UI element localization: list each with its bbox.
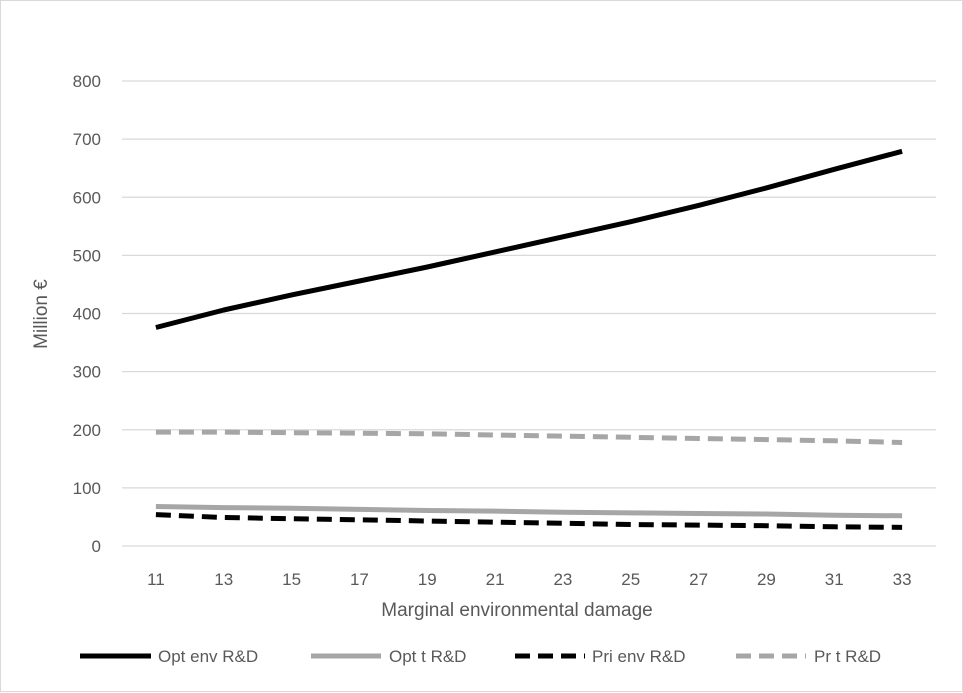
- y-tick-label: 100: [73, 479, 101, 498]
- y-tick-label: 800: [73, 72, 101, 91]
- gridlines: [122, 80, 936, 547]
- x-tick-label: 21: [486, 570, 505, 589]
- legend-label: Pri env R&D: [592, 647, 686, 666]
- x-axis-title: Marginal environmental damage: [381, 600, 652, 621]
- x-tick-label: 31: [825, 570, 844, 589]
- y-tick-label: 200: [73, 421, 101, 440]
- series-line-pr-t-r-d: [155, 429, 903, 445]
- legend-label: Opt t R&D: [389, 647, 466, 666]
- x-tick-label: 11: [147, 570, 165, 589]
- series-line-pri-env-r-d: [155, 512, 903, 530]
- legend-label: Opt env R&D: [158, 647, 258, 666]
- series-lines: [155, 148, 903, 530]
- x-tick-label: 27: [689, 570, 708, 589]
- x-tick-label: 25: [621, 570, 640, 589]
- x-tick-label: 17: [350, 570, 369, 589]
- legend: Opt env R&D Opt t R&D Pri env R&D Pr t R&D: [80, 647, 881, 666]
- y-tick-label: 300: [73, 363, 101, 382]
- y-tick-label: 700: [73, 130, 101, 149]
- x-tick-label: 13: [214, 570, 233, 589]
- x-tick-label: 23: [553, 570, 572, 589]
- y-tick-label: 400: [73, 305, 101, 324]
- legend-label: Pr t R&D: [814, 647, 881, 666]
- y-tick-label: 500: [73, 246, 101, 265]
- x-tick-label: 29: [757, 570, 776, 589]
- series-line-opt-env-r-d: [155, 148, 903, 330]
- y-axis-ticks: 0 100 200 300 400 500 600 700 800: [73, 72, 101, 556]
- x-tick-label: 19: [418, 570, 437, 589]
- series-line-opt-t-r-d: [155, 504, 903, 519]
- y-tick-label: 600: [73, 188, 101, 207]
- y-axis-title: Million €: [31, 279, 52, 349]
- x-tick-label: 15: [282, 570, 301, 589]
- y-tick-label: 0: [92, 537, 101, 556]
- x-axis-ticks: 11 13 15 17 19 21 23 25 27 29 31 33: [147, 570, 911, 589]
- x-tick-label: 33: [893, 570, 912, 589]
